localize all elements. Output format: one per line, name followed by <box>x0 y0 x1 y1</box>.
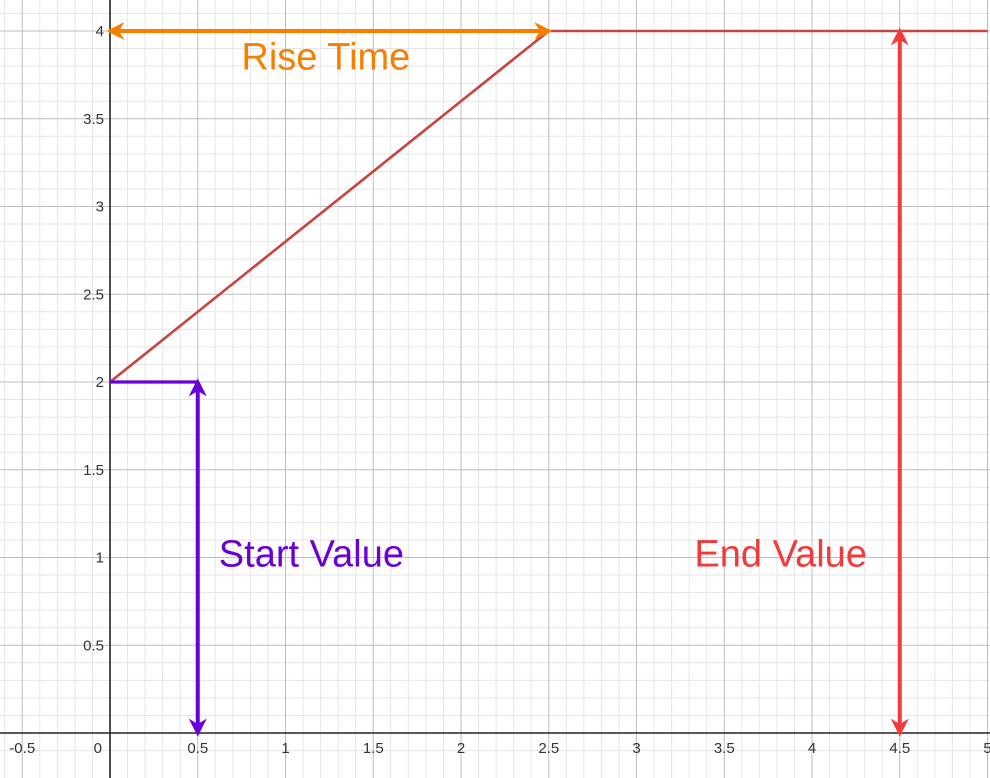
x-tick-label: 2 <box>457 740 465 757</box>
x-tick-label: 4.5 <box>889 740 910 757</box>
y-tick-label: 3.5 <box>83 111 104 128</box>
x-tick-label: 1 <box>281 740 289 757</box>
x-tick-label: -0.5 <box>9 740 35 757</box>
x-tick-label: 0 <box>94 740 102 757</box>
x-tick-labels: -0.5 0 0.5 1 1.5 2 2.5 3 3.5 4 4.5 5 <box>9 740 990 757</box>
y-tick-label: 1 <box>96 550 104 567</box>
x-tick-label: 3 <box>632 740 640 757</box>
annotation-layer: Rise Time Start Value End Value <box>219 37 867 576</box>
y-tick-label: 3 <box>96 199 104 216</box>
end-value-label: End Value <box>694 533 867 575</box>
x-tick-label: 1.5 <box>363 740 384 757</box>
y-tick-label: 1.5 <box>83 462 104 479</box>
y-tick-label: 0.5 <box>83 637 104 654</box>
y-tick-label: 2.5 <box>83 286 104 303</box>
x-tick-label: 5 <box>983 740 990 757</box>
arrow-layer <box>106 22 909 737</box>
y-tick-labels: 0.5 1 1.5 2 2.5 3 3.5 4 <box>83 23 104 654</box>
rise-time-label: Rise Time <box>241 37 410 79</box>
x-tick-label: 2.5 <box>538 740 559 757</box>
y-tick-label: 2 <box>96 374 104 391</box>
x-tick-label: 0.5 <box>187 740 208 757</box>
start-value-label: Start Value <box>219 533 404 575</box>
y-tick-label: 4 <box>96 23 104 40</box>
x-tick-label: 3.5 <box>714 740 735 757</box>
x-tick-label: 4 <box>808 740 816 757</box>
